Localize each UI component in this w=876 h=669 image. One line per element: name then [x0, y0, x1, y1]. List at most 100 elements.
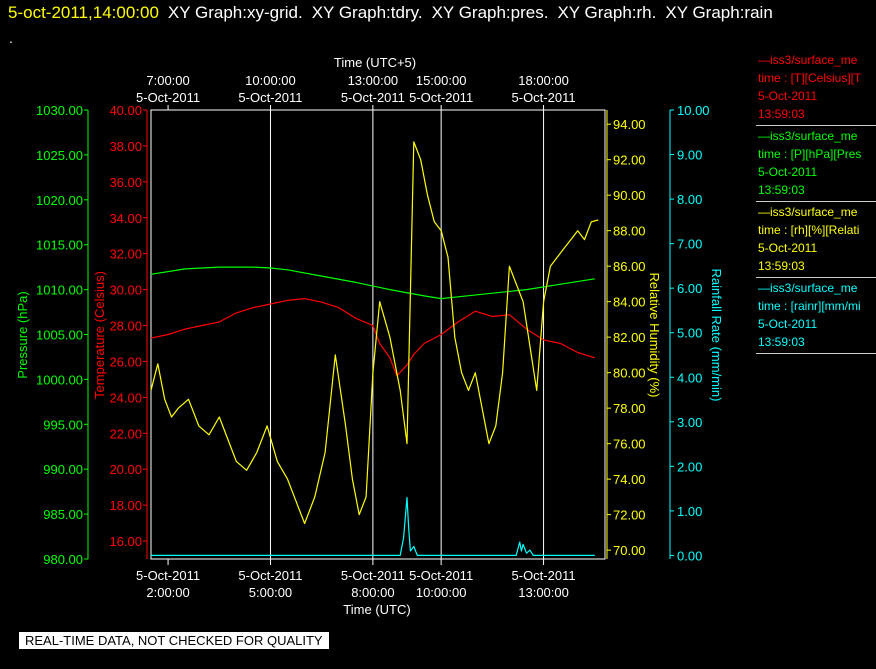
- pressure-tick-label: 1015.00: [36, 238, 83, 253]
- legend: —iss3/surface_me time : [T][Celsius][T 5…: [756, 50, 876, 354]
- pressure-tick-label: 990.00: [43, 462, 83, 477]
- x-bottom-tick-time: 2:00:00: [146, 585, 189, 600]
- temperature-tick-label: 16.00: [109, 534, 142, 549]
- rh-tick-label: 94.00: [613, 117, 646, 132]
- pressure-tick-label: 1030.00: [36, 103, 83, 118]
- timestamp: 5-oct-2011,14:00:00: [8, 3, 159, 22]
- graph-title-rh: XY Graph:rh.: [557, 3, 657, 22]
- x-top-tick-date: 5-Oct-2011: [238, 90, 302, 105]
- legend-series-name: —iss3/surface_me: [758, 53, 858, 67]
- legend-date: 5-Oct-2011: [758, 89, 818, 103]
- x-top-tick-time: 10:00:00: [245, 73, 296, 88]
- pressure-tick-label: 995.00: [43, 417, 83, 432]
- x-bottom-tick-date: 5-Oct-2011: [409, 568, 473, 583]
- pressure-axis-label: Pressure (hPa): [15, 291, 30, 378]
- legend-date: 5-Oct-2011: [758, 165, 818, 179]
- rh-tick-label: 82.00: [613, 330, 646, 345]
- x-bottom-tick-time: 5:00:00: [249, 585, 292, 600]
- header-bar: 5-oct-2011,14:00:00 XY Graph:xy-grid. XY G…: [8, 3, 773, 23]
- pressure-tick-label: 1005.00: [36, 328, 83, 343]
- legend-item-pressure[interactable]: —iss3/surface_me time : [P][hPa][Pres 5-…: [756, 126, 876, 202]
- rh-tick-label: 90.00: [613, 188, 646, 203]
- rh-tick-label: 78.00: [613, 401, 646, 416]
- graph-title-tdry: XY Graph:tdry.: [311, 3, 423, 22]
- x-bottom-tick-date: 5-Oct-2011: [238, 568, 302, 583]
- x-top-tick-date: 5-Oct-2011: [512, 90, 576, 105]
- pressure-tick-label: 985.00: [43, 507, 83, 522]
- temperature-tick-label: 18.00: [109, 498, 142, 513]
- pressure-tick-label: 1020.00: [36, 193, 83, 208]
- legend-item-temperature[interactable]: —iss3/surface_me time : [T][Celsius][T 5…: [756, 50, 876, 126]
- temperature-tick-label: 24.00: [109, 390, 142, 405]
- quality-warning: REAL-TIME DATA, NOT CHECKED FOR QUALITY: [19, 632, 329, 649]
- x-top-tick-date: 5-Oct-2011: [341, 90, 405, 105]
- rh-series-line: [150, 141, 599, 525]
- temperature-tick-label: 40.00: [109, 103, 142, 118]
- rain-tick-label: 3.00: [677, 415, 702, 430]
- rh-tick-label: 80.00: [613, 366, 646, 381]
- temperature-tick-label: 26.00: [109, 354, 142, 369]
- temperature-series-line: [150, 298, 595, 377]
- graph-title-pres: XY Graph:pres.: [431, 3, 549, 22]
- rain-tick-label: 7.00: [677, 237, 702, 252]
- x-top-tick-date: 5-Oct-2011: [409, 90, 473, 105]
- legend-time: 13:59:03: [758, 107, 805, 121]
- legend-series-field: time : [P][hPa][Pres: [758, 147, 862, 161]
- grid-lines: [269, 110, 545, 559]
- legend-item-rain[interactable]: —iss3/surface_me time : [rainr][mm/mi 5-…: [756, 278, 876, 354]
- x-bottom-tick-time: 8:00:00: [351, 585, 394, 600]
- legend-series-field: time : [T][Celsius][T: [758, 71, 862, 85]
- x-bottom-tick-date: 5-Oct-2011: [512, 568, 576, 583]
- graph-title-grid: XY Graph:xy-grid.: [167, 3, 303, 22]
- x-bottom-tick-time: 10:00:00: [416, 585, 467, 600]
- temperature-tick-label: 36.00: [109, 175, 142, 190]
- temperature-axis-label: Temperature (Celsius): [92, 271, 107, 399]
- rain-tick-label: 2.00: [677, 459, 702, 474]
- rh-tick-label: 70.00: [613, 543, 646, 558]
- rh-tick-label: 84.00: [613, 295, 646, 310]
- x-top-tick-time: 15:00:00: [416, 73, 467, 88]
- rain-series-line: [151, 496, 595, 557]
- rh-tick-label: 74.00: [613, 472, 646, 487]
- plot-area-border: [150, 109, 606, 560]
- legend-series-name: —iss3/surface_me: [758, 281, 858, 295]
- legend-series-field: time : [rh][%][Relati: [758, 223, 860, 237]
- temperature-tick-label: 20.00: [109, 462, 142, 477]
- temperature-tick-label: 34.00: [109, 211, 142, 226]
- pressure-tick-label: 1000.00: [36, 372, 83, 387]
- axes: 980.00 985.00 990.00 995.00 1000.00 1005.00 10…: [36, 73, 710, 600]
- temperature-tick-label: 22.00: [109, 426, 142, 441]
- pressure-tick-label: 1010.00: [36, 283, 83, 298]
- rain-axis-label: Rainfall Rate (mm/min): [709, 269, 724, 402]
- rain-tick-label: 1.00: [677, 504, 702, 519]
- rh-tick-label: 88.00: [613, 224, 646, 239]
- rain-tick-label: 8.00: [677, 192, 702, 207]
- x-bottom-tick-time: 13:00:00: [518, 585, 569, 600]
- rh-tick-label: 76.00: [613, 437, 646, 452]
- x-axis-bottom-label: Time (UTC): [343, 602, 410, 617]
- legend-time: 13:59:03: [758, 183, 805, 197]
- rain-tick-label: 0.00: [677, 548, 702, 563]
- x-top-tick-time: 18:00:00: [518, 73, 569, 88]
- x-axis-top-label: Time (UTC+5): [334, 55, 416, 70]
- status-dot: .: [9, 30, 13, 46]
- pressure-tick-label: 980.00: [43, 552, 83, 567]
- legend-item-rh[interactable]: —iss3/surface_me time : [rh][%][Relati 5…: [756, 202, 876, 278]
- rain-tick-label: 5.00: [677, 326, 702, 341]
- graph-title-rain: XY Graph:rain: [665, 3, 773, 22]
- data-series: [150, 141, 599, 557]
- rh-tick-label: 72.00: [613, 508, 646, 523]
- rh-tick-label: 92.00: [613, 153, 646, 168]
- legend-date: 5-Oct-2011: [758, 241, 818, 255]
- temperature-tick-label: 32.00: [109, 247, 142, 262]
- legend-time: 13:59:03: [758, 335, 805, 349]
- x-top-tick-time: 13:00:00: [348, 73, 399, 88]
- legend-series-name: —iss3/surface_me: [758, 205, 858, 219]
- x-bottom-tick-date: 5-Oct-2011: [341, 568, 405, 583]
- x-top-tick-time: 7:00:00: [146, 73, 189, 88]
- x-bottom-tick-date: 5-Oct-2011: [136, 568, 200, 583]
- rain-tick-label: 10.00: [677, 103, 710, 118]
- temperature-tick-label: 38.00: [109, 139, 142, 154]
- temperature-tick-label: 30.00: [109, 283, 142, 298]
- rain-tick-label: 6.00: [677, 281, 702, 296]
